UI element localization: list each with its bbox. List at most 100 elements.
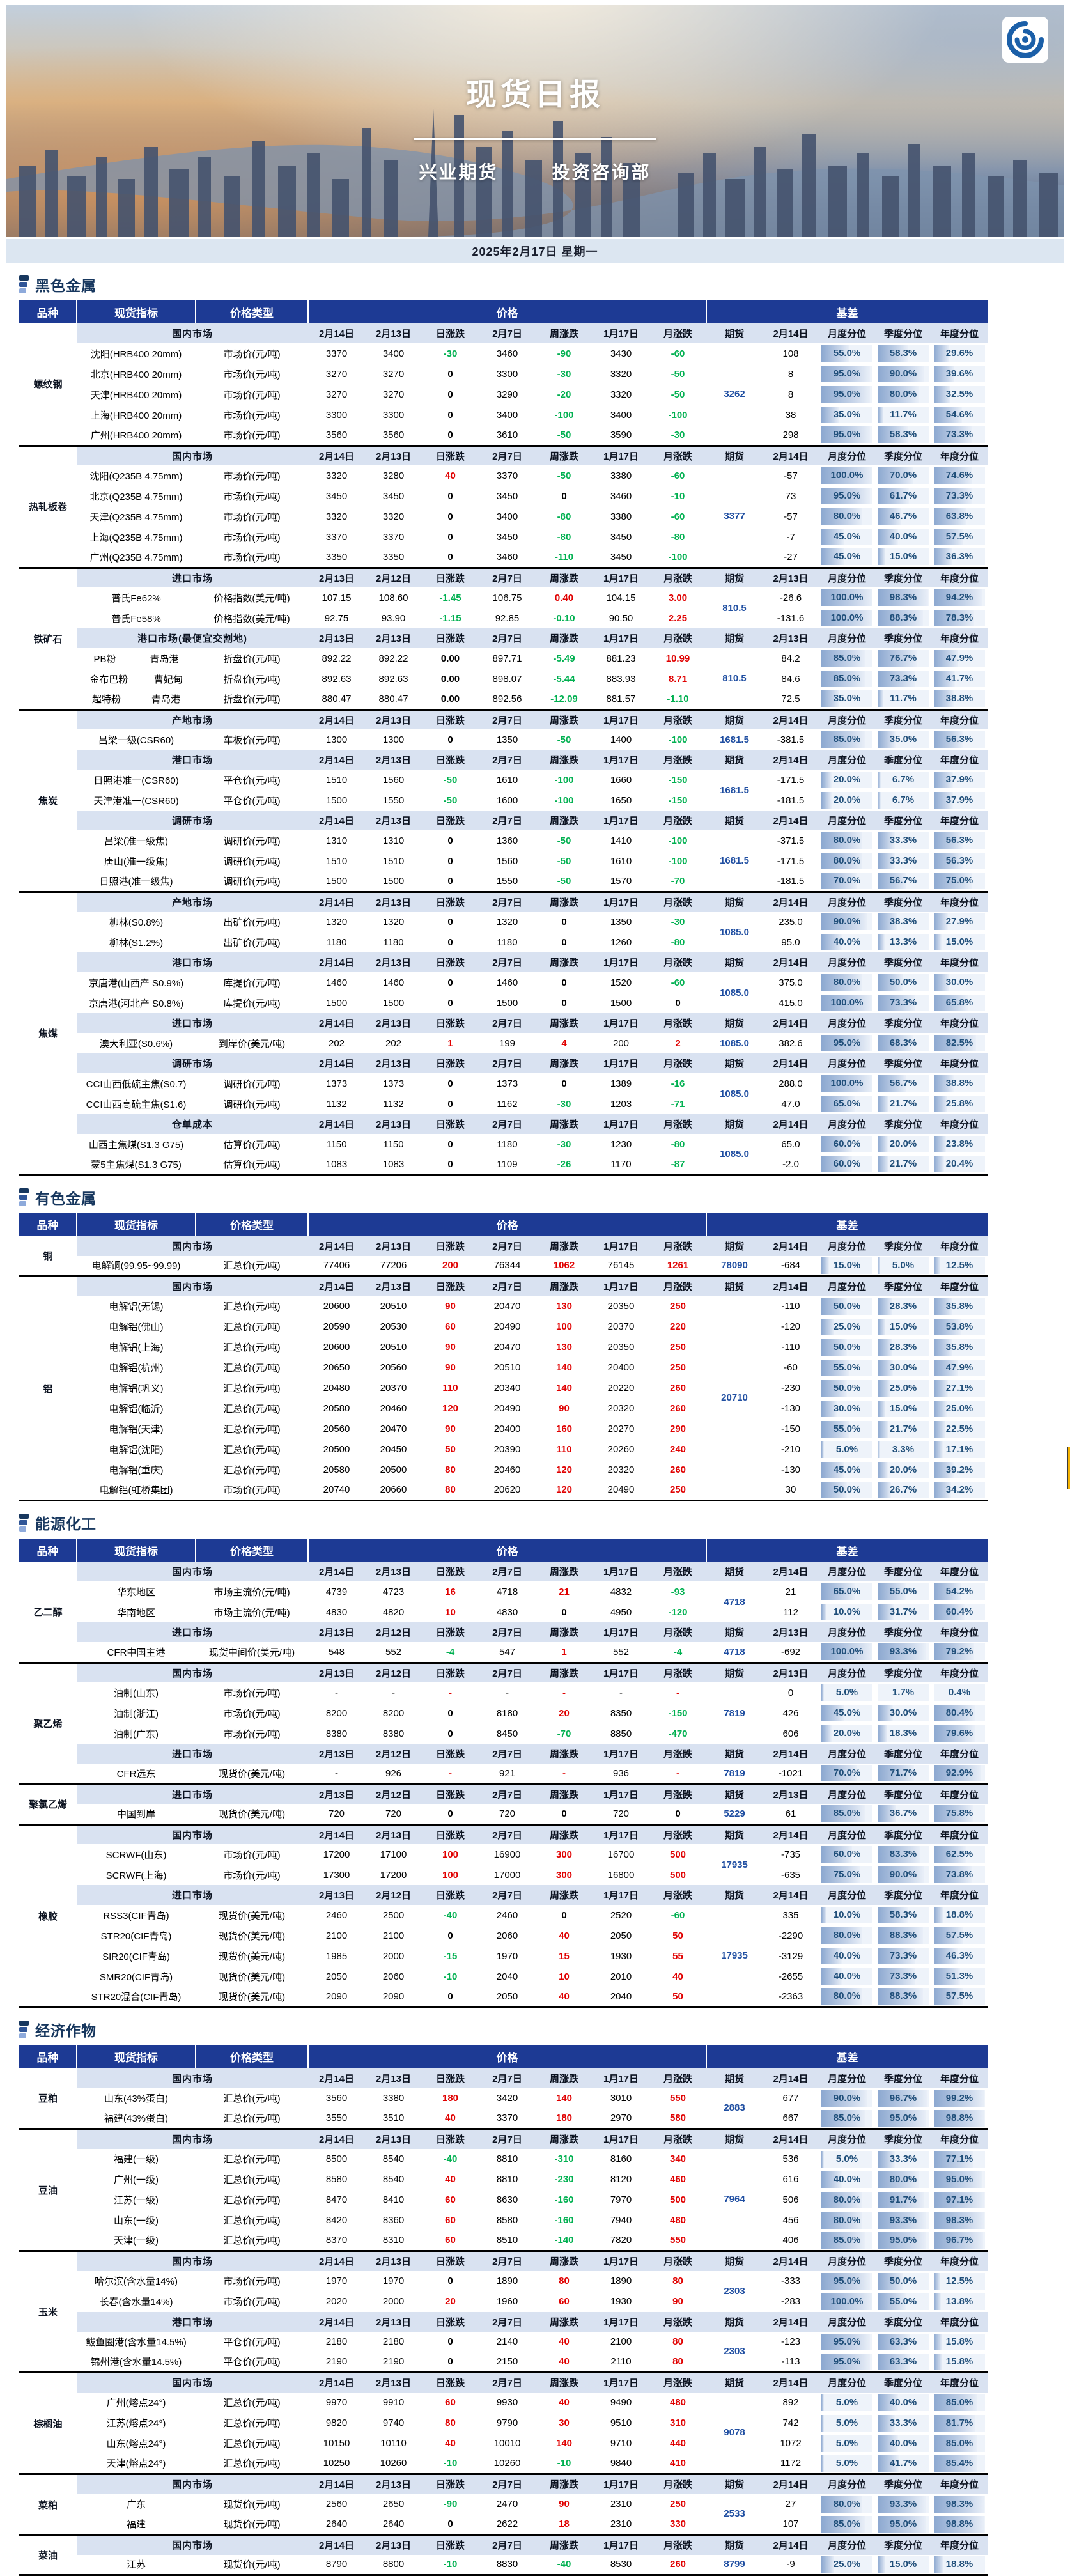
indicator-cell: 上海(HRB400 20mm) (77, 405, 196, 425)
percentile-cell: 38.8% (931, 1073, 988, 1094)
price-cell: 3610 (479, 425, 536, 446)
change-cell: 80 (422, 1480, 479, 1501)
percentile-cell: 65.0% (819, 1094, 875, 1114)
change-cell: 60 (422, 2393, 479, 2413)
futures-value: 5229 (706, 1804, 763, 1824)
price-type-cell: 市场价(元/吨) (196, 2292, 308, 2312)
price-type-cell: 平仓价(元/吨) (196, 2352, 308, 2373)
price-cell: 16800 (593, 1865, 649, 1885)
change-cell: -0.10 (536, 608, 593, 628)
price-cell: 2310 (593, 2515, 649, 2535)
date-header: 2月14日 (308, 1114, 365, 1134)
indicator-cell: 华南地区 (77, 1602, 196, 1622)
section-title-label: 黑色金属 (35, 274, 97, 295)
percentile-value: 80.0% (821, 2212, 872, 2229)
price-cell: 1320 (308, 912, 365, 932)
change-cell: 10.99 (649, 648, 706, 669)
percentile-header: 季度分位 (875, 2535, 931, 2555)
date-header: 周涨跌 (536, 892, 593, 912)
percentile-cell: 99.2% (931, 2088, 988, 2109)
price-cell: 3320 (308, 465, 365, 486)
percentile-cell: 90.0% (819, 912, 875, 932)
price-cell: 8200 (365, 1703, 422, 1723)
percentile-cell: 21.7% (875, 1094, 931, 1114)
date-header: 2月12日 (365, 1885, 422, 1905)
percentile-cell: 35.0% (819, 405, 875, 425)
percentile-cell: 20.0% (819, 1723, 875, 1744)
price-cell: 199 (479, 1033, 536, 1053)
percentile-header: 年度分位 (931, 1885, 988, 1905)
market-label: 进口市场 (77, 1622, 308, 1642)
percentile-cell: 15.0% (875, 1317, 931, 1337)
percentile-cell: 100.0% (819, 1073, 875, 1094)
price-cell: 720 (365, 1804, 422, 1824)
percentile-value: 85.4% (934, 2455, 985, 2472)
indicator-cell: 电解铝(临沂) (77, 1399, 196, 1419)
price-cell: 2060 (479, 1925, 536, 1946)
percentile-value: 96.7% (934, 2232, 985, 2249)
indicator-cell: 电解铝(巩义) (77, 1378, 196, 1399)
basis-value: 84.2 (763, 648, 819, 669)
price-type-cell: 汇总价(元/吨) (196, 1358, 308, 1378)
date-header: 2月14日 (308, 2068, 365, 2088)
basis-value: 47.0 (763, 1094, 819, 1114)
date-header: 2月7日 (479, 2129, 536, 2149)
basis-value: 415.0 (763, 993, 819, 1013)
percentile-cell: 10.0% (819, 1602, 875, 1622)
change-cell: 0 (536, 1905, 593, 1925)
percentile-header: 月度分位 (819, 446, 875, 465)
change-cell: -50 (649, 384, 706, 405)
price-cell: 90.50 (593, 608, 649, 628)
change-cell: 460 (649, 2169, 706, 2190)
indicator-name: PB粉 (93, 652, 116, 665)
percentile-cell: 95.0% (819, 384, 875, 405)
percentile-cell: 73.3% (875, 1946, 931, 1966)
percentile-value: 10.0% (821, 1604, 872, 1620)
price-cell: 20460 (365, 1399, 422, 1419)
date-header: 1月17日 (593, 446, 649, 465)
price-cell: 20370 (593, 1317, 649, 1337)
percentile-cell: 28.3% (875, 1337, 931, 1358)
percentile-cell: 40.0% (819, 1946, 875, 1966)
price-cell: 4950 (593, 1602, 649, 1622)
percentile-cell: 30.0% (875, 1703, 931, 1723)
percentile-cell: 58.3% (875, 1905, 931, 1925)
percentile-cell: 63.8% (931, 506, 988, 527)
date-header: 2月7日 (479, 892, 536, 912)
indicator-cell: 日照港准一(CSR60) (77, 770, 196, 790)
basis-date-header: 2月14日 (763, 2312, 819, 2332)
change-cell: 0 (422, 1073, 479, 1094)
indicator-cell: 普氏Fe58% (77, 608, 196, 628)
price-cell: 20560 (365, 1358, 422, 1378)
price-cell: 3370 (479, 2109, 536, 2129)
futures-header: 期货 (706, 568, 763, 587)
change-cell: 260 (649, 1378, 706, 1399)
percentile-value: 85.0% (821, 2232, 872, 2249)
date-header: 2月14日 (308, 1562, 365, 1581)
change-cell: 40 (536, 1987, 593, 2007)
price-cell: 2000 (365, 1946, 422, 1966)
indicator-cell: 天津(HRB400 20mm) (77, 384, 196, 405)
percentile-value: 95.0% (821, 426, 872, 443)
price-cell: 3560 (308, 2088, 365, 2109)
percentile-cell: 88.3% (875, 1987, 931, 2007)
variety-cell: 棕榈油 (19, 2373, 77, 2474)
percentile-cell: 15.0% (819, 1256, 875, 1276)
percentile-value: 80.0% (878, 2171, 929, 2188)
price-cell: - (308, 1682, 365, 1703)
percentile-header: 季度分位 (875, 952, 931, 972)
date-header: 2月13日 (365, 1824, 422, 1844)
col-header-basis: 基差 (706, 1213, 988, 1236)
indicator-name: 金布巴粉 (89, 672, 128, 686)
price-cell: 10250 (308, 2454, 365, 2474)
percentile-cell: 100.0% (819, 608, 875, 628)
price-cell: 4723 (365, 1581, 422, 1602)
col-header-variety: 品种 (19, 1213, 77, 1236)
